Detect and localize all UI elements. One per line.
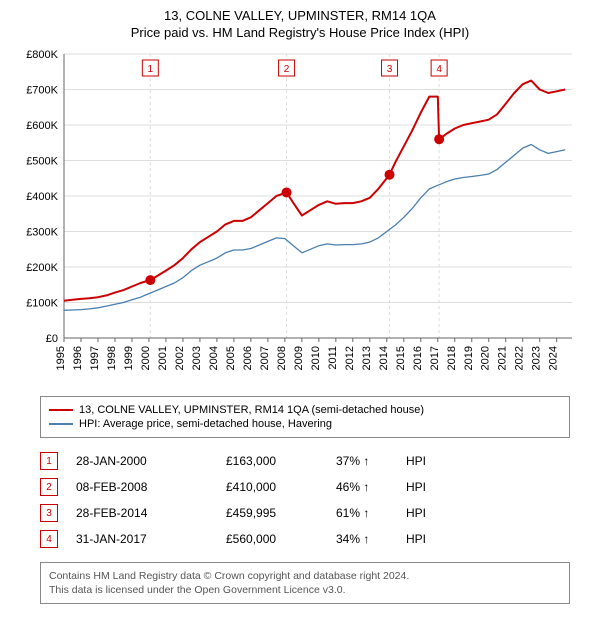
sale-delta: 61% ↑ xyxy=(336,506,406,520)
svg-text:2020: 2020 xyxy=(480,346,492,370)
svg-text:2012: 2012 xyxy=(344,346,356,370)
svg-text:1998: 1998 xyxy=(106,346,118,370)
svg-text:2000: 2000 xyxy=(140,346,152,370)
svg-text:2004: 2004 xyxy=(208,346,220,370)
svg-text:2010: 2010 xyxy=(310,346,322,370)
sale-row: 2 08-FEB-2008£410,00046% ↑HPI xyxy=(40,474,570,500)
svg-text:2009: 2009 xyxy=(293,346,305,370)
svg-text:2014: 2014 xyxy=(378,346,390,370)
svg-text:2: 2 xyxy=(284,64,290,75)
svg-text:2005: 2005 xyxy=(225,346,237,370)
legend-item: HPI: Average price, semi-detached house,… xyxy=(49,417,561,431)
svg-text:2001: 2001 xyxy=(157,346,169,370)
sale-marker: 3 xyxy=(40,504,58,522)
sale-marker: 1 xyxy=(40,452,58,470)
sale-delta: 46% ↑ xyxy=(336,480,406,494)
sale-price: £560,000 xyxy=(226,532,336,546)
legend: 13, COLNE VALLEY, UPMINSTER, RM14 1QA (s… xyxy=(40,396,570,438)
svg-text:2015: 2015 xyxy=(395,346,407,370)
footer-line: This data is licensed under the Open Gov… xyxy=(49,583,561,597)
legend-item: 13, COLNE VALLEY, UPMINSTER, RM14 1QA (s… xyxy=(49,403,561,417)
sale-marker: 4 xyxy=(40,530,58,548)
sale-row: 3 28-FEB-2014£459,99561% ↑HPI xyxy=(40,500,570,526)
svg-text:2022: 2022 xyxy=(514,346,526,370)
chart-svg: £0 £100K £200K £300K £400K £500K £600K £700K £80… xyxy=(20,46,580,386)
svg-text:2018: 2018 xyxy=(446,346,458,370)
svg-text:£700K: £700K xyxy=(26,85,58,97)
svg-text:4: 4 xyxy=(436,64,442,75)
sale-price: £459,995 xyxy=(226,506,336,520)
svg-text:1: 1 xyxy=(148,64,154,75)
svg-text:£100K: £100K xyxy=(26,298,58,310)
svg-text:3: 3 xyxy=(387,64,393,75)
svg-text:£400K: £400K xyxy=(26,191,58,203)
page-title: 13, COLNE VALLEY, UPMINSTER, RM14 1QA xyxy=(0,0,600,23)
svg-text:2024: 2024 xyxy=(548,346,560,370)
sale-marker: 2 xyxy=(40,478,58,496)
svg-text:£600K: £600K xyxy=(26,120,58,132)
sale-date: 08-FEB-2008 xyxy=(76,480,226,494)
sale-delta: 34% ↑ xyxy=(336,532,406,546)
sales-table: 128-JAN-2000£163,00037% ↑HPI208-FEB-2008… xyxy=(40,448,570,552)
footer-line: Contains HM Land Registry data © Crown c… xyxy=(49,569,561,583)
svg-text:£0: £0 xyxy=(46,333,58,345)
svg-text:2006: 2006 xyxy=(242,346,254,370)
svg-text:£500K: £500K xyxy=(26,156,58,168)
sale-date: 28-JAN-2000 xyxy=(76,454,226,468)
legend-swatch xyxy=(49,423,73,425)
attribution-footer: Contains HM Land Registry data © Crown c… xyxy=(40,562,570,604)
legend-swatch xyxy=(49,409,73,411)
svg-text:2003: 2003 xyxy=(191,346,203,370)
svg-text:1995: 1995 xyxy=(55,346,67,370)
svg-text:£300K: £300K xyxy=(26,227,58,239)
price-chart: £0 £100K £200K £300K £400K £500K £600K £700K £80… xyxy=(20,46,580,386)
sale-row: 1 28-JAN-2000£163,00037% ↑HPI xyxy=(40,448,570,474)
sale-price: £410,000 xyxy=(226,480,336,494)
svg-text:2007: 2007 xyxy=(259,346,271,370)
svg-text:2017: 2017 xyxy=(429,346,441,370)
sale-row: 4 31-JAN-2017£560,00034% ↑HPI xyxy=(40,526,570,552)
svg-text:1997: 1997 xyxy=(89,346,101,370)
sale-suffix: HPI xyxy=(406,506,426,520)
svg-text:1996: 1996 xyxy=(72,346,84,370)
svg-text:2011: 2011 xyxy=(327,346,339,370)
svg-text:£800K: £800K xyxy=(26,49,58,61)
svg-text:2002: 2002 xyxy=(174,346,186,370)
svg-text:2016: 2016 xyxy=(412,346,424,370)
svg-text:2021: 2021 xyxy=(497,346,509,370)
legend-label: HPI: Average price, semi-detached house,… xyxy=(79,418,332,430)
sale-suffix: HPI xyxy=(406,480,426,494)
sale-suffix: HPI xyxy=(406,454,426,468)
svg-text:2023: 2023 xyxy=(531,346,543,370)
sale-date: 31-JAN-2017 xyxy=(76,532,226,546)
svg-text:£200K: £200K xyxy=(26,262,58,274)
legend-label: 13, COLNE VALLEY, UPMINSTER, RM14 1QA (s… xyxy=(79,404,424,416)
sale-price: £163,000 xyxy=(226,454,336,468)
sale-suffix: HPI xyxy=(406,532,426,546)
sale-delta: 37% ↑ xyxy=(336,454,406,468)
svg-text:2019: 2019 xyxy=(463,346,475,370)
svg-text:1999: 1999 xyxy=(123,346,135,370)
page-subtitle: Price paid vs. HM Land Registry's House … xyxy=(0,23,600,46)
svg-text:2008: 2008 xyxy=(276,346,288,370)
svg-text:2013: 2013 xyxy=(361,346,373,370)
sale-date: 28-FEB-2014 xyxy=(76,506,226,520)
